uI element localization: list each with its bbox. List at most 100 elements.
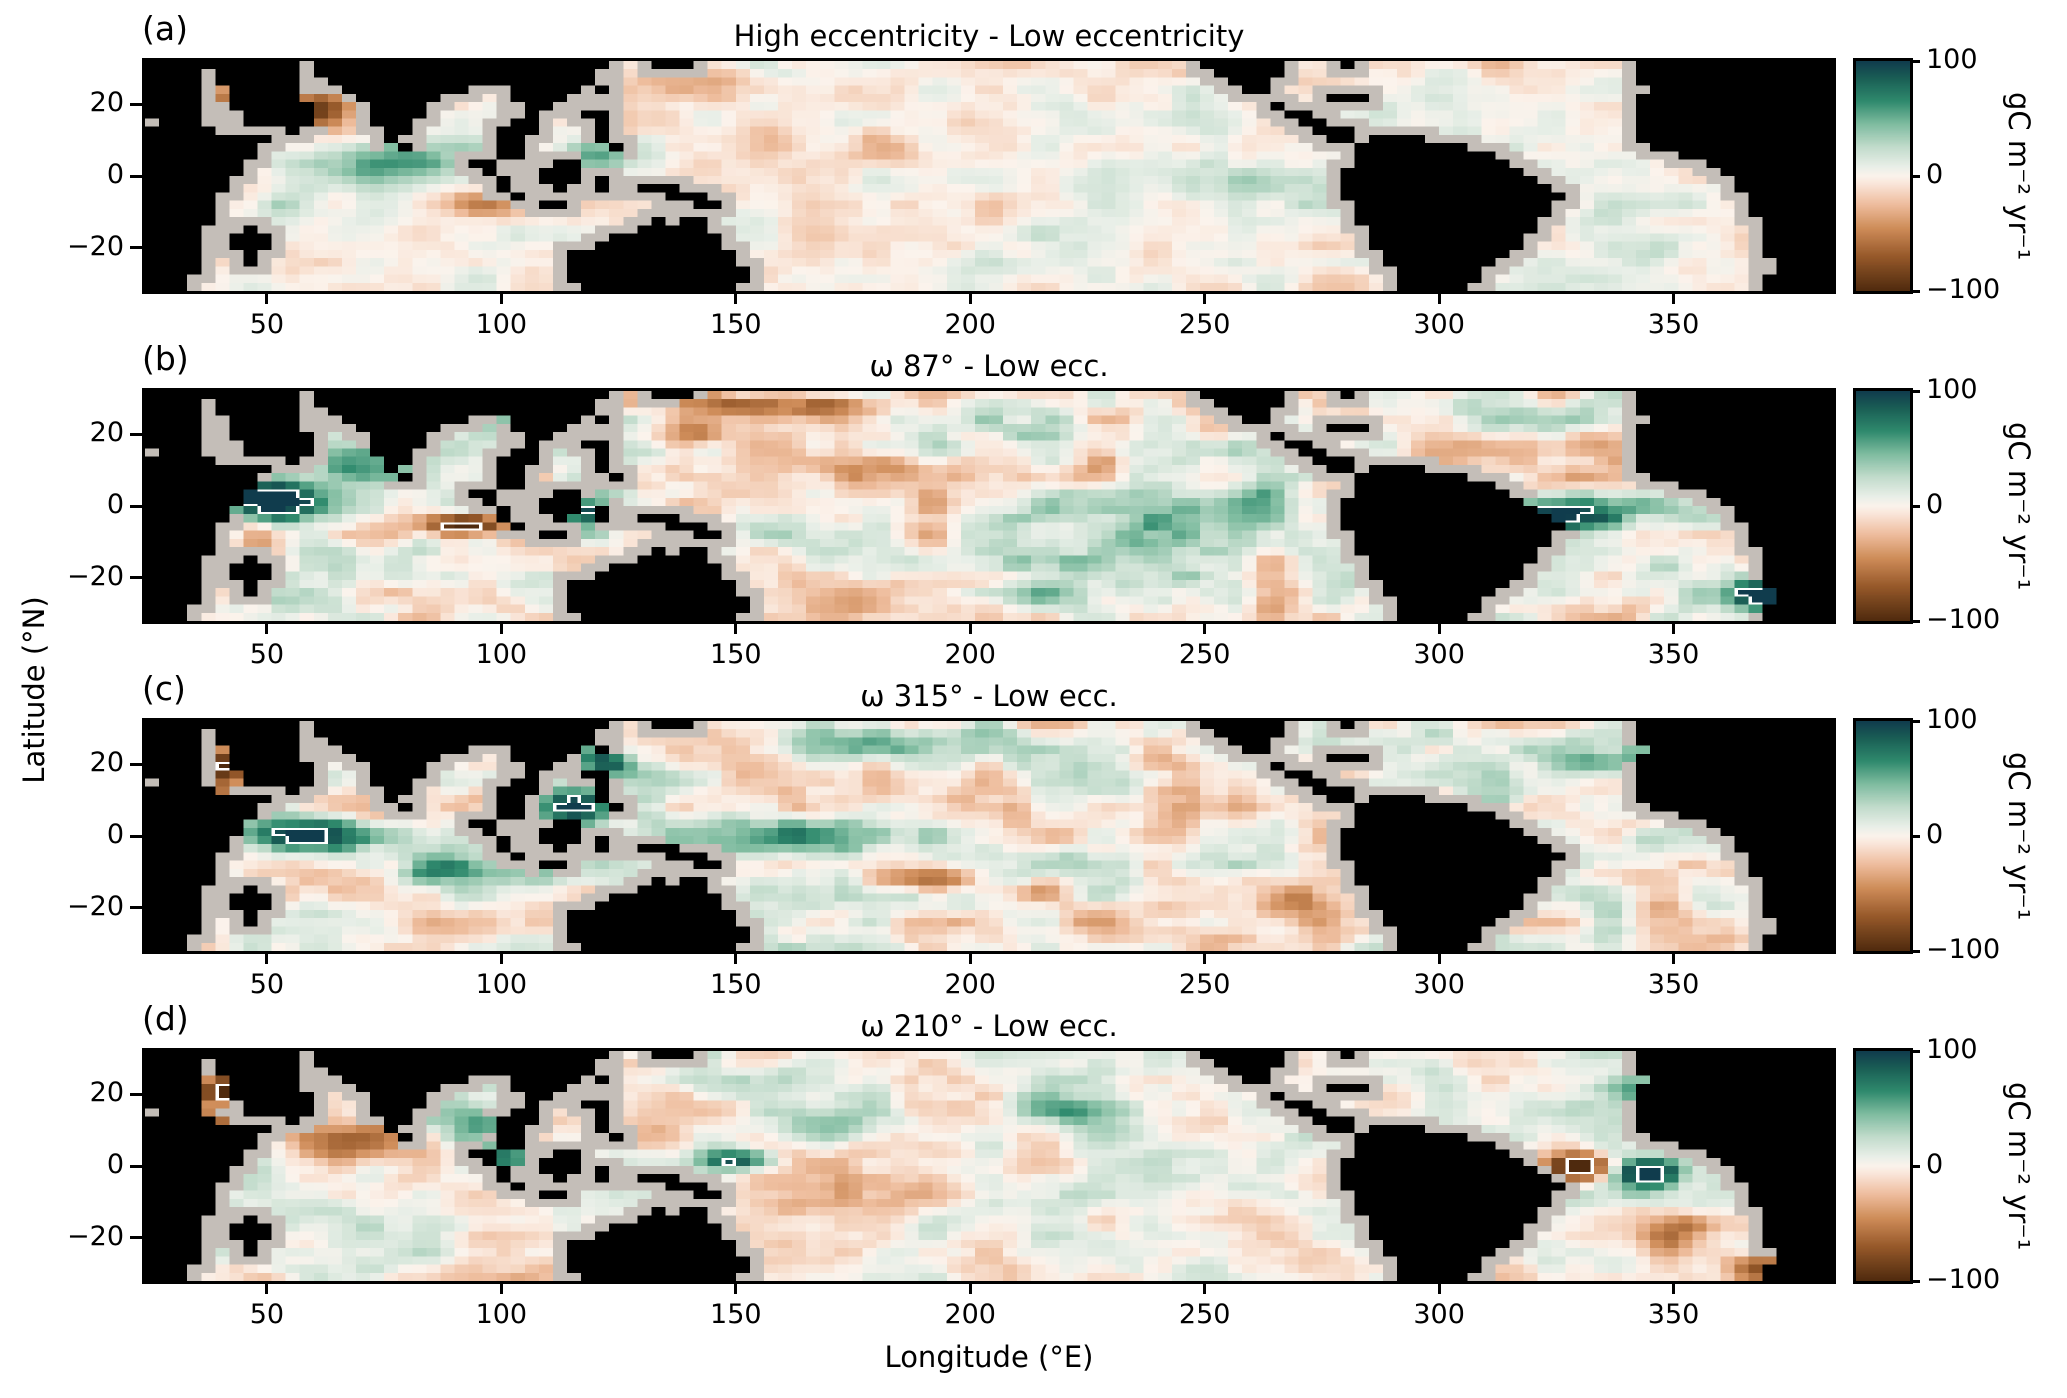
colorbar-unit-label: gC m⁻² yr⁻¹ xyxy=(2002,91,2036,261)
colorbar-canvas xyxy=(1856,61,1910,291)
x-tick-mark xyxy=(1203,624,1207,634)
x-tick-mark xyxy=(1437,1284,1441,1294)
colorbar-tick-mark xyxy=(1910,1279,1920,1283)
x-tick-label: 100 xyxy=(475,639,528,670)
x-tick-label: 150 xyxy=(710,969,762,1000)
colorbar-canvas xyxy=(1856,1051,1910,1281)
colorbar-unit-label: gC m⁻² yr⁻¹ xyxy=(2002,421,2036,591)
y-tick-label: 0 xyxy=(106,819,124,850)
y-tick-mark xyxy=(130,762,142,766)
y-tick-label: 0 xyxy=(106,489,124,520)
y-tick-label: −20 xyxy=(67,560,124,592)
colorbar-tick-mark xyxy=(1910,619,1920,623)
x-tick-mark xyxy=(734,294,738,304)
x-tick-label: 200 xyxy=(944,309,996,340)
heatmap-canvas xyxy=(145,61,1833,291)
x-tick-mark xyxy=(968,1284,972,1294)
map-frame xyxy=(142,58,1836,294)
x-tick-mark xyxy=(968,954,972,964)
x-tick-label: 300 xyxy=(1413,639,1465,670)
colorbar-frame xyxy=(1853,718,1913,954)
y-tick-label: 20 xyxy=(89,747,124,779)
y-tick-label: 0 xyxy=(106,1149,124,1180)
heatmap-canvas xyxy=(145,721,1833,951)
x-tick-mark xyxy=(1672,294,1676,304)
y-tick-mark xyxy=(130,576,142,580)
x-tick-mark xyxy=(968,624,972,634)
x-tick-label: 50 xyxy=(249,969,285,1000)
colorbar-tick-label: −100 xyxy=(1926,934,2001,965)
colorbar-tick-mark xyxy=(1910,949,1920,953)
colorbar-tick-mark xyxy=(1910,834,1920,838)
panel-title: ω 315° - Low ecc. xyxy=(860,679,1118,713)
x-tick-label: 300 xyxy=(1413,969,1465,1000)
colorbar-tick-mark xyxy=(1910,289,1920,293)
x-tick-label: 350 xyxy=(1647,309,1700,340)
panel-letter: (c) xyxy=(142,669,186,708)
x-tick-label: 250 xyxy=(1178,309,1231,340)
y-tick-label: −20 xyxy=(67,230,124,262)
x-tick-label: 100 xyxy=(475,1299,528,1330)
colorbar-tick-label: −100 xyxy=(1926,1264,2001,1295)
x-tick-mark xyxy=(1203,294,1207,304)
map-frame xyxy=(142,1048,1836,1284)
x-tick-label: 50 xyxy=(249,309,285,340)
y-tick-mark xyxy=(130,504,142,508)
colorbar-tick-label: −100 xyxy=(1926,604,2001,635)
colorbar-canvas xyxy=(1856,721,1910,951)
x-tick-mark xyxy=(1437,954,1441,964)
colorbar-tick-mark xyxy=(1910,504,1920,508)
x-tick-mark xyxy=(265,624,269,634)
x-tick-label: 300 xyxy=(1413,309,1465,340)
colorbar-frame xyxy=(1853,388,1913,624)
panel-letter: (b) xyxy=(142,339,189,378)
panel-letter: (a) xyxy=(142,9,188,48)
x-tick-label: 100 xyxy=(475,969,528,1000)
y-axis-label: Latitude (°N) xyxy=(17,596,51,784)
colorbar-tick-mark xyxy=(1910,719,1920,723)
y-tick-label: −20 xyxy=(67,1220,124,1252)
x-tick-mark xyxy=(499,624,503,634)
x-tick-label: 150 xyxy=(710,309,762,340)
x-tick-mark xyxy=(1672,954,1676,964)
x-tick-mark xyxy=(499,1284,503,1294)
x-tick-mark xyxy=(734,624,738,634)
y-tick-mark xyxy=(130,834,142,838)
y-tick-mark xyxy=(130,1164,142,1168)
x-tick-label: 350 xyxy=(1647,1299,1700,1330)
x-tick-mark xyxy=(265,294,269,304)
panel-letter: (d) xyxy=(142,999,189,1038)
x-tick-label: 150 xyxy=(710,639,762,670)
colorbar-tick-label: 100 xyxy=(1926,374,1978,405)
x-tick-label: 350 xyxy=(1647,639,1700,670)
x-tick-label: 50 xyxy=(249,1299,285,1330)
colorbar-tick-mark xyxy=(1910,59,1920,63)
colorbar-unit-label: gC m⁻² yr⁻¹ xyxy=(2002,1081,2036,1251)
map-frame xyxy=(142,718,1836,954)
colorbar-tick-label: 100 xyxy=(1926,1034,1978,1065)
colorbar-tick-label: 100 xyxy=(1926,704,1978,735)
panel-title: ω 210° - Low ecc. xyxy=(860,1009,1118,1043)
y-tick-mark xyxy=(130,906,142,910)
x-tick-mark xyxy=(265,1284,269,1294)
y-tick-mark xyxy=(130,246,142,250)
heatmap-canvas xyxy=(145,1051,1833,1281)
x-tick-label: 250 xyxy=(1178,639,1231,670)
y-tick-label: 0 xyxy=(106,159,124,190)
colorbar-tick-mark xyxy=(1910,1164,1920,1168)
x-tick-mark xyxy=(734,1284,738,1294)
y-tick-label: 20 xyxy=(89,87,124,119)
x-tick-label: 200 xyxy=(944,1299,996,1330)
y-tick-mark xyxy=(130,1236,142,1240)
x-tick-label: 300 xyxy=(1413,1299,1465,1330)
x-tick-label: 250 xyxy=(1178,1299,1231,1330)
panel-title: High eccentricity - Low eccentricity xyxy=(733,19,1245,53)
colorbar-tick-mark xyxy=(1910,174,1920,178)
x-tick-label: 50 xyxy=(249,639,285,670)
x-tick-mark xyxy=(1203,954,1207,964)
x-tick-mark xyxy=(1437,294,1441,304)
colorbar-tick-label: 0 xyxy=(1926,819,1944,850)
map-frame xyxy=(142,388,1836,624)
x-tick-mark xyxy=(968,294,972,304)
